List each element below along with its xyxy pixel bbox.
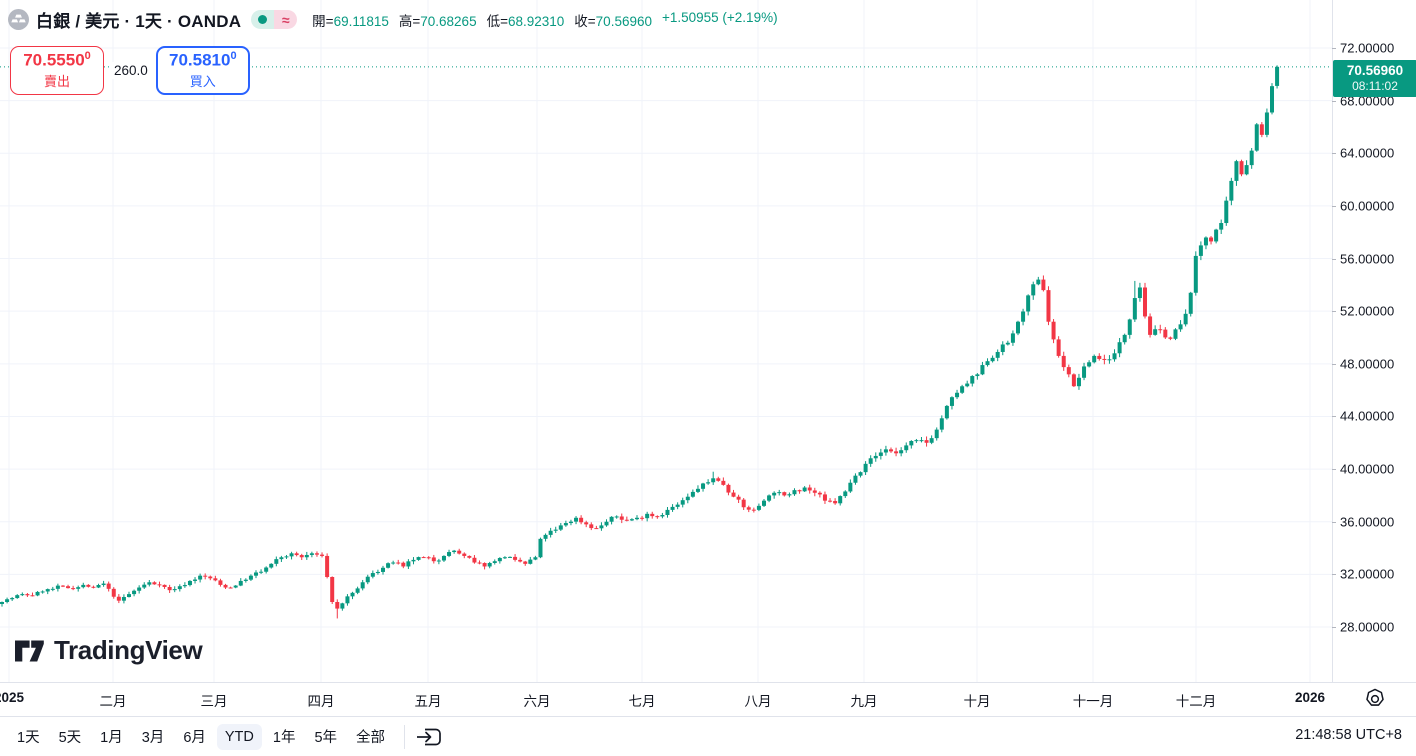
price-axis-tick bbox=[1332, 469, 1336, 471]
price-axis-label: 56.00000 bbox=[1340, 251, 1395, 267]
ohlc-item: 開=69.11815 bbox=[312, 13, 389, 29]
watermark-text: TradingView bbox=[54, 635, 203, 665]
bar-countdown: 08:11:02 bbox=[1352, 78, 1398, 93]
price-axis-label: 40.00000 bbox=[1340, 461, 1395, 477]
sell-label: 賣出 bbox=[43, 73, 70, 89]
price-axis-tick bbox=[1332, 205, 1336, 207]
current-price: 70.56960 bbox=[1346, 62, 1404, 78]
price-axis[interactable]: 70.56960 08:11:02 72.00000 68.00000 64.000… bbox=[1332, 0, 1416, 682]
tradingview-watermark: TradingView bbox=[13, 635, 203, 666]
change-value: +1.50955 (+2.19%) bbox=[661, 9, 778, 25]
price-axis-tick bbox=[1332, 48, 1336, 49]
range-button-5天[interactable]: 5天 bbox=[58, 730, 82, 746]
status-pills: ≈ bbox=[251, 10, 298, 29]
toolbar-divider bbox=[404, 724, 406, 749]
range-button-1天[interactable]: 1天 bbox=[17, 730, 40, 746]
ohlc-item: 收=70.56960 bbox=[574, 13, 652, 29]
symbol-title[interactable]: 白銀 / 美元 · 1天 · OANDA bbox=[36, 12, 242, 31]
ohlc-values: 開=69.11815 高=70.68265 低=68.92310 收=70.56960… bbox=[312, 10, 777, 30]
range-button-3月[interactable]: 3月 bbox=[141, 730, 165, 746]
approx-data-pill[interactable]: ≈ bbox=[274, 10, 298, 29]
price-axis-label: 28.00000 bbox=[1340, 619, 1395, 635]
buy-price: 70.58100 bbox=[169, 50, 237, 70]
candlestick-chart[interactable] bbox=[0, 0, 1332, 682]
chart-legend: 白銀 / 美元 · 1天 · OANDA ≈ 開=69.11815 高=70.68… bbox=[8, 7, 778, 32]
time-axis-label: 十一月 bbox=[1072, 694, 1114, 709]
buy-label: 買入 bbox=[189, 73, 216, 89]
time-axis-label: 三月 bbox=[200, 694, 228, 709]
range-button-YTD[interactable]: YTD bbox=[216, 723, 262, 750]
price-axis-label: 48.00000 bbox=[1340, 356, 1395, 372]
market-open-dot-icon bbox=[258, 15, 268, 24]
time-axis-label: 2026 bbox=[1294, 690, 1326, 705]
sell-price: 70.55500 bbox=[23, 50, 91, 70]
price-axis-label: 52.00000 bbox=[1340, 303, 1395, 319]
price-axis-tick bbox=[1332, 416, 1336, 418]
goto-date-icon[interactable] bbox=[415, 725, 443, 749]
range-button-全部[interactable]: 全部 bbox=[356, 730, 386, 746]
trade-panel: 70.55500 賣出 260.0 70.58100 買入 bbox=[10, 46, 250, 95]
time-axis-label: 六月 bbox=[523, 694, 551, 709]
buy-button[interactable]: 70.58100 買入 bbox=[155, 46, 250, 95]
time-axis-label: 九月 bbox=[850, 694, 878, 709]
tradingview-logo-icon bbox=[15, 640, 44, 661]
range-button-1年[interactable]: 1年 bbox=[272, 730, 296, 746]
price-axis-label: 64.00000 bbox=[1340, 145, 1395, 161]
ohlc-item: 高=70.68265 bbox=[398, 13, 477, 29]
range-button-5年[interactable]: 5年 bbox=[314, 730, 338, 746]
time-axis-label: 二月 bbox=[99, 694, 127, 709]
sell-button[interactable]: 70.55500 賣出 bbox=[10, 46, 104, 95]
price-axis-tick bbox=[1332, 100, 1336, 102]
price-axis-label: 32.00000 bbox=[1340, 566, 1395, 582]
time-axis-label: 八月 bbox=[744, 694, 772, 709]
time-axis-label: 十二月 bbox=[1175, 694, 1217, 709]
silver-instrument-icon bbox=[8, 9, 29, 30]
current-price-badge: 70.56960 08:11:02 bbox=[1333, 59, 1416, 97]
time-axis-label: 2025 bbox=[0, 690, 25, 705]
ohlc-item: 低=68.92310 bbox=[486, 13, 565, 29]
price-axis-label: 68.00000 bbox=[1340, 93, 1395, 109]
spread-label: 260.0 bbox=[109, 62, 153, 79]
price-axis-label: 60.00000 bbox=[1340, 198, 1395, 214]
gear-icon[interactable] bbox=[1362, 686, 1388, 712]
price-axis-tick bbox=[1332, 521, 1336, 523]
price-axis-tick bbox=[1332, 153, 1336, 155]
price-axis-label: 36.00000 bbox=[1340, 514, 1395, 530]
market-open-pill[interactable] bbox=[251, 10, 275, 29]
time-axis-label: 五月 bbox=[414, 694, 442, 709]
price-axis-tick bbox=[1332, 363, 1336, 365]
range-button-1月[interactable]: 1月 bbox=[100, 730, 123, 746]
price-axis-tick bbox=[1332, 258, 1336, 260]
price-axis-tick bbox=[1332, 311, 1336, 313]
session-clock[interactable]: 21:48:58 UTC+8 bbox=[1295, 727, 1402, 743]
range-button-6月[interactable]: 6月 bbox=[183, 730, 206, 746]
time-axis-label: 十月 bbox=[963, 694, 991, 709]
range-toolbar: 1天 5天 1月 3月 6月 YTD 1年 5年 全部 21:48:58 UTC+8 bbox=[0, 716, 1416, 756]
time-axis[interactable]: 2025 二月 三月 四月 五月 六月 七月 八月 九月 十月 十一月 十二月 2026 bbox=[0, 682, 1416, 716]
time-axis-label: 七月 bbox=[628, 694, 656, 709]
price-axis-label: 44.00000 bbox=[1340, 408, 1395, 424]
price-axis-label: 72.00000 bbox=[1340, 40, 1395, 56]
price-axis-tick bbox=[1332, 574, 1336, 576]
time-axis-label: 四月 bbox=[307, 694, 335, 709]
price-axis-tick bbox=[1332, 627, 1336, 628]
